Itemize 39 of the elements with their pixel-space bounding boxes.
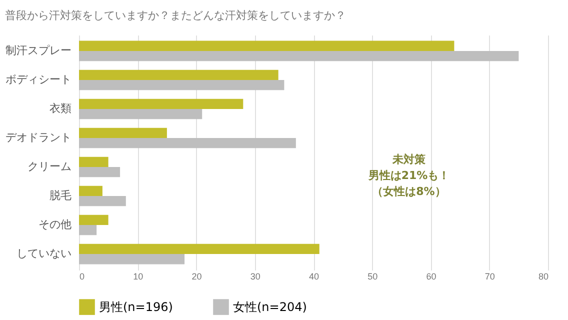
- y-tick-label: 脱毛: [50, 189, 72, 202]
- y-tick-label: していない: [16, 247, 72, 260]
- y-tick-label: デオドラント: [6, 130, 72, 144]
- bar: [79, 254, 185, 264]
- x-tick-label: 10: [133, 272, 144, 282]
- chart-title: 普段から汗対策をしていますか？またどんな汗対策をしていますか？: [5, 9, 346, 22]
- annotation: 男性は21%も！: [367, 169, 450, 182]
- bar: [79, 98, 244, 109]
- legend-label: 女性(n=204): [233, 300, 307, 314]
- y-tick-label: ボディシート: [6, 72, 72, 86]
- bar: [79, 80, 284, 90]
- y-tick-label: 衣類: [50, 102, 72, 115]
- bar: [79, 156, 108, 168]
- x-tick-label: 50: [368, 272, 378, 282]
- x-tick-label: 20: [192, 272, 202, 282]
- x-tick-label: 40: [308, 272, 320, 282]
- bar: [79, 186, 102, 196]
- x-tick-label: 60: [426, 272, 436, 282]
- bar: [79, 214, 108, 226]
- bar: [79, 70, 278, 80]
- bar: [79, 167, 120, 178]
- y-tick-label: 制汗スプレー: [6, 44, 72, 57]
- legend-label: 男性(n=196): [99, 300, 173, 314]
- bar: [79, 50, 519, 62]
- y-tick-label: クリーム: [28, 160, 72, 174]
- bar: [79, 108, 202, 120]
- annotation: （女性は8%）: [372, 185, 446, 198]
- bar: [79, 196, 126, 206]
- bar: [79, 244, 320, 254]
- bar: [79, 128, 167, 138]
- x-tick-label: 30: [250, 272, 260, 282]
- bar: [79, 40, 454, 51]
- x-tick-label: 80: [538, 272, 548, 282]
- bar: [79, 225, 97, 236]
- bar: [79, 138, 296, 148]
- annotation: 未対策: [392, 153, 426, 166]
- y-tick-label: その他: [38, 218, 72, 232]
- x-tick-label: 0: [80, 272, 85, 282]
- x-tick-label: 70: [484, 272, 495, 282]
